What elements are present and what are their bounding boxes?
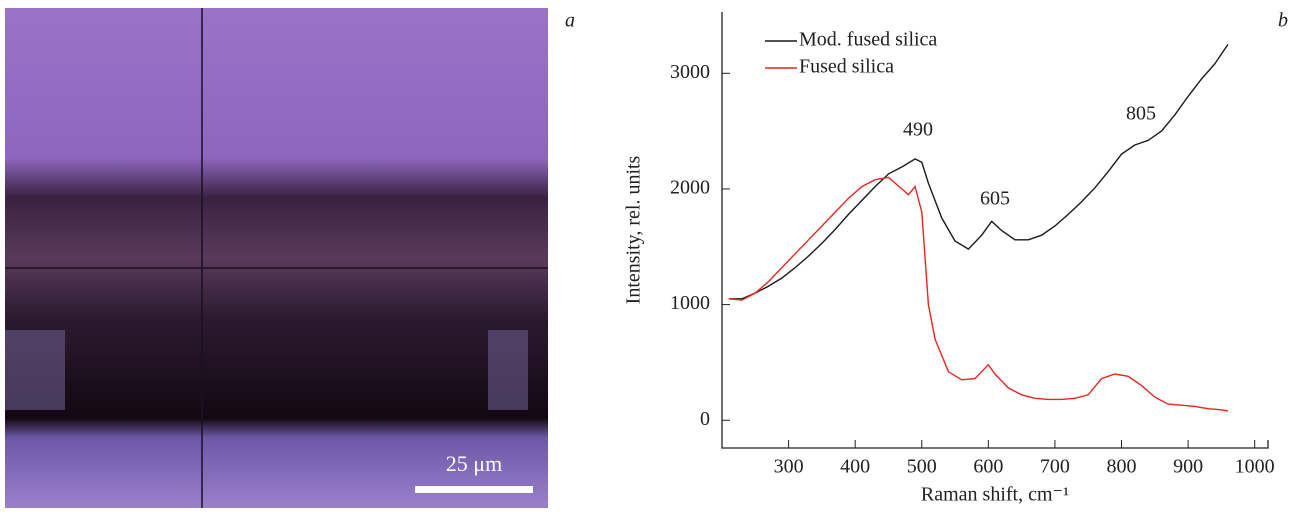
x-tick-label: 1000 [1235, 456, 1275, 478]
micrograph: 25 μm a [5, 8, 575, 508]
x-tick-label: 400 [840, 456, 870, 478]
legend-label: Fused silica [799, 56, 894, 78]
x-tick-label: 500 [907, 456, 937, 478]
spectrum-chart: b Raman shift, cm⁻¹ Intensity, rel. unit… [623, 10, 1288, 506]
scale-bar [415, 486, 533, 493]
photo-edge [488, 330, 528, 410]
series-line [728, 176, 1229, 412]
scale-label: 25 μm [446, 451, 502, 476]
x-tick-label: 700 [1040, 456, 1070, 478]
panel-label: b [1278, 10, 1288, 32]
photo-edge [5, 330, 65, 410]
x-tick-label: 300 [774, 456, 804, 478]
axes [721, 12, 1269, 449]
y-axis-title: Intensity, rel. units [623, 155, 645, 304]
photo [5, 8, 548, 508]
panel-label: a [565, 10, 575, 32]
y-tick-label: 3000 [670, 61, 710, 83]
x-axis-title: Raman shift, cm⁻¹ [921, 484, 1069, 506]
y-tick-label: 1000 [670, 292, 710, 314]
x-tick-label: 600 [973, 456, 1003, 478]
x-tick-label: 900 [1173, 456, 1203, 478]
y-tick-label: 2000 [670, 177, 710, 199]
series-line [728, 44, 1229, 300]
y-tick-label: 0 [700, 408, 710, 430]
peak-label: 605 [980, 188, 1010, 210]
peak-label: 490 [903, 119, 933, 141]
peak-label: 805 [1126, 103, 1156, 125]
x-tick-label: 800 [1107, 456, 1137, 478]
legend-label: Mod. fused silica [799, 29, 937, 51]
